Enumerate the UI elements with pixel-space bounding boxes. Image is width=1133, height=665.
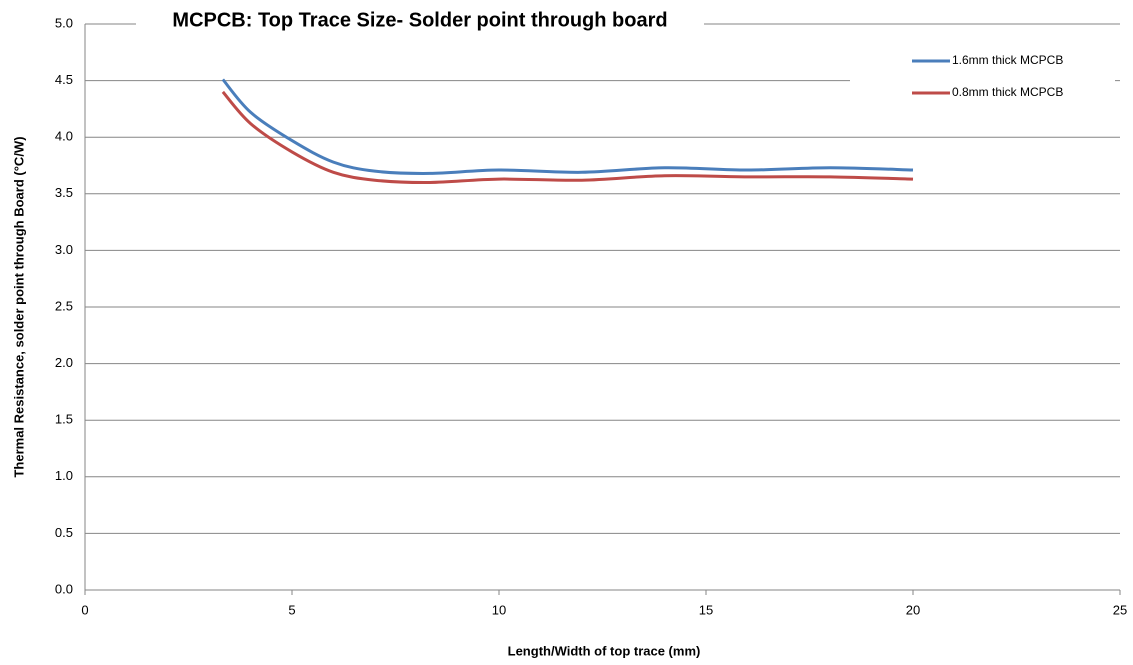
y-tick-label: 1.0 xyxy=(55,468,73,483)
series-line xyxy=(221,78,914,175)
x-axis-title: Length/Width of top trace (mm) xyxy=(508,643,701,658)
y-tick-label: 5.0 xyxy=(55,15,73,30)
y-tick-label: 3.0 xyxy=(55,242,73,257)
y-tick-label: 4.0 xyxy=(55,129,73,144)
y-tick-label: 0.5 xyxy=(55,525,73,540)
y-tick-label: 3.5 xyxy=(55,185,73,200)
x-tick-label: 20 xyxy=(906,602,920,617)
y-tick-label: 1.5 xyxy=(55,412,73,427)
y-axis-title: Thermal Resistance, solder point through… xyxy=(11,136,26,477)
chart-title: MCPCB: Top Trace Size- Solder point thro… xyxy=(172,9,667,31)
y-tick-label: 0.0 xyxy=(55,581,73,596)
legend-box xyxy=(850,44,1115,114)
title-box xyxy=(136,8,704,38)
x-tick-label: 10 xyxy=(492,602,506,617)
x-tick-label: 15 xyxy=(699,602,713,617)
x-tick-label: 0 xyxy=(81,602,88,617)
x-tick-label: 25 xyxy=(1113,602,1127,617)
y-tick-label: 2.0 xyxy=(55,355,73,370)
x-tick-label: 5 xyxy=(288,602,295,617)
legend-label: 1.6mm thick MCPCB xyxy=(952,53,1063,67)
y-tick-label: 4.5 xyxy=(55,72,73,87)
legend-label: 0.8mm thick MCPCB xyxy=(952,85,1063,99)
series-line xyxy=(221,90,914,185)
y-tick-label: 2.5 xyxy=(55,298,73,313)
